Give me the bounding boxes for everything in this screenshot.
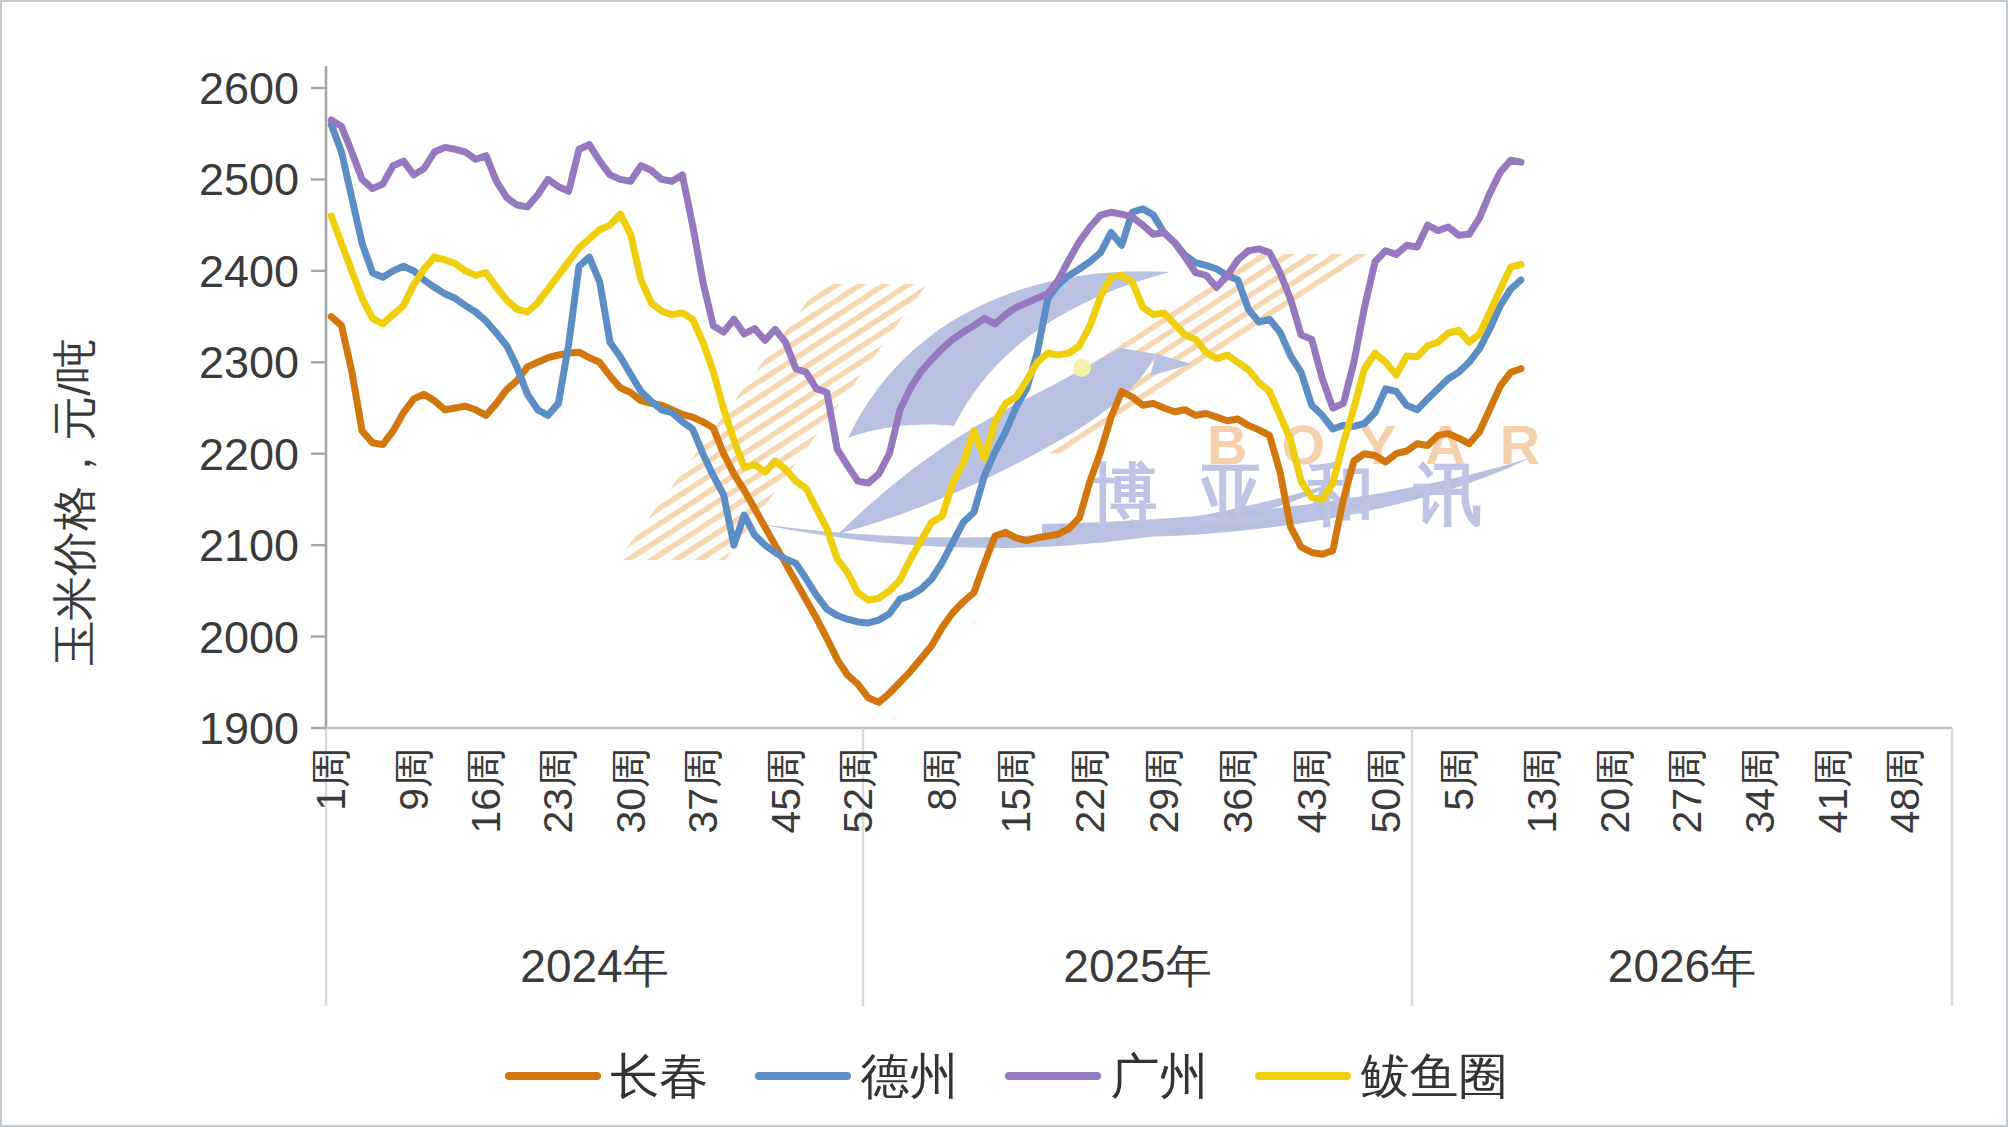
y-tick-label: 2600	[199, 63, 299, 114]
x-week-label: 5周	[1436, 747, 1482, 811]
year-label: 2026年	[1608, 940, 1756, 992]
y-tick-label: 2400	[199, 246, 299, 297]
x-week-label: 20周	[1592, 747, 1638, 834]
year-label: 2025年	[1063, 940, 1211, 992]
year-label: 2024年	[520, 940, 668, 992]
y-tick-label: 2100	[199, 520, 299, 571]
x-week-label: 29周	[1141, 747, 1187, 834]
legend-item: 德州	[755, 1052, 959, 1101]
y-tick-label: 2500	[199, 154, 299, 205]
bird-eye	[1073, 359, 1091, 377]
x-week-label: 37周	[680, 747, 726, 834]
x-week-label: 13周	[1519, 747, 1565, 834]
legend-swatch-icon	[755, 1072, 851, 1080]
legend-item: 长春	[505, 1052, 709, 1101]
legend-label: 广州	[1111, 1052, 1209, 1101]
x-week-label: 15周	[993, 747, 1039, 834]
chart-page: BOYAR 博亚和讯 19002000210022002300240025002…	[0, 0, 2008, 1127]
y-tick-label: 1900	[199, 703, 299, 754]
corn-price-line-chart: BOYAR 博亚和讯 19002000210022002300240025002…	[2, 2, 2008, 1127]
x-axis-year-labels: 2024年 2025年 2026年	[520, 940, 1756, 992]
y-axis-ticks: 1900 2000 2100 2200 2300 2400 2500 2600	[199, 63, 326, 754]
x-week-label: 48周	[1882, 747, 1928, 834]
x-week-label: 9周	[391, 747, 437, 811]
x-week-label: 45周	[763, 747, 809, 834]
x-week-label: 52周	[835, 747, 881, 834]
x-week-label: 16周	[463, 747, 509, 834]
x-week-label: 27周	[1664, 747, 1710, 834]
y-tick-label: 2200	[199, 429, 299, 480]
legend-label: 长春	[611, 1052, 709, 1101]
x-week-label: 22周	[1067, 747, 1113, 834]
chart-legend: 长春 德州 广州 鲅鱼圈	[2, 1040, 2008, 1112]
legend-swatch-icon	[1255, 1072, 1351, 1080]
legend-swatch-icon	[505, 1072, 601, 1080]
x-week-label: 23周	[535, 747, 581, 834]
x-week-label: 41周	[1810, 747, 1856, 834]
legend-swatch-icon	[1005, 1072, 1101, 1080]
x-week-label: 30周	[608, 747, 654, 834]
legend-item: 广州	[1005, 1052, 1209, 1101]
x-week-label: 50周	[1363, 747, 1409, 834]
x-week-label: 43周	[1289, 747, 1335, 834]
legend-label: 德州	[861, 1052, 959, 1101]
x-axis-week-labels: 1周 9周 16周 23周 30周 37周 45周 52周 8周 15周 22周 29周 36周 43周 5…	[308, 747, 1928, 834]
legend-item: 鲅鱼圈	[1255, 1052, 1508, 1101]
x-week-label: 34周	[1737, 747, 1783, 834]
x-week-label: 8周	[919, 747, 965, 811]
y-axis-title: 玉米价格，元/吨	[49, 338, 100, 666]
x-week-label: 36周	[1215, 747, 1261, 834]
y-tick-label: 2300	[199, 337, 299, 388]
x-week-label: 1周	[308, 747, 354, 811]
y-tick-label: 2000	[199, 612, 299, 663]
legend-label: 鲅鱼圈	[1361, 1052, 1508, 1101]
